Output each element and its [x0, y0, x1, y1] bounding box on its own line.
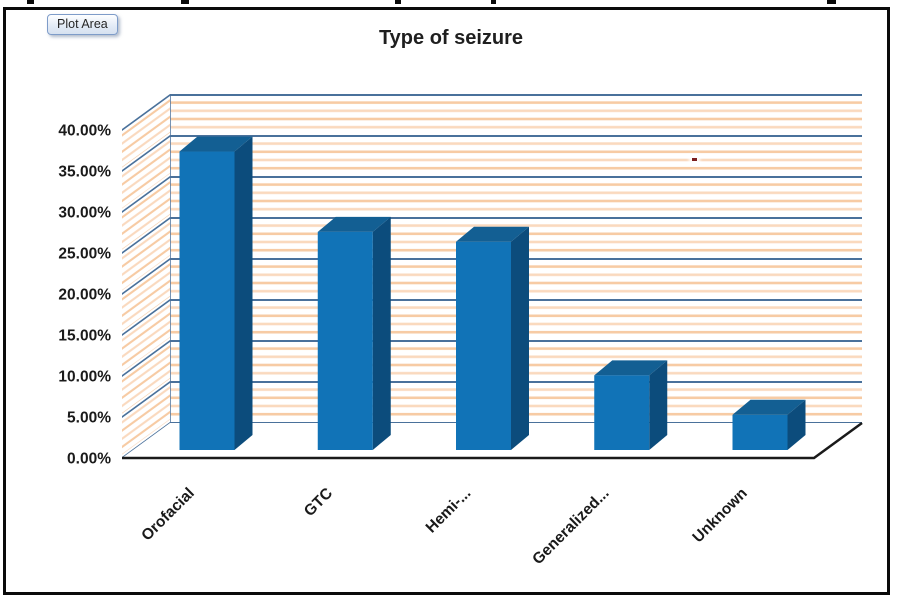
bar-front-face: [456, 241, 511, 450]
cropped-text-fragment: [181, 0, 189, 4]
x-category-label[interactable]: Unknown: [689, 485, 750, 546]
x-axis[interactable]: Orofacial GTC Hemi-... Generalized... Unknow…: [138, 485, 751, 568]
y-tick-label[interactable]: 30.00%: [58, 205, 111, 222]
y-tick-label[interactable]: 0.00%: [67, 451, 111, 468]
x-category-label[interactable]: Generalized...: [529, 485, 612, 568]
bar-side-face: [372, 216, 391, 450]
side-wall-gridline: [122, 380, 170, 418]
bar-top-face: [317, 216, 391, 232]
cropped-text-fragment: [395, 0, 401, 4]
y-tick-label[interactable]: 10.00%: [58, 369, 111, 386]
cropped-text-fragment: [491, 0, 496, 4]
side-wall-gridline: [122, 175, 170, 213]
cropped-text-fragment: [827, 0, 836, 4]
y-tick-label[interactable]: 25.00%: [58, 246, 111, 263]
bar-side-face: [511, 226, 529, 450]
bar-gtc[interactable]: [317, 216, 391, 450]
side-wall-gridline: [122, 421, 170, 459]
x-category-label[interactable]: Hemi-...: [423, 485, 475, 537]
bar-front-face: [732, 414, 788, 450]
cropped-text-fragment: [27, 0, 34, 4]
chart-title[interactable]: Type of seizure: [379, 27, 523, 49]
side-wall-gridline: [122, 257, 170, 295]
bar-front-face: [317, 231, 373, 450]
x-axis-line: [122, 421, 863, 460]
y-axis[interactable]: 0.00% 5.00% 10.00% 15.00% 20.00% 25.00% 30.00%…: [58, 123, 111, 468]
y-tick-label[interactable]: 15.00%: [58, 328, 111, 345]
y-tick-label[interactable]: 40.00%: [58, 123, 111, 140]
side-wall-gridline: [122, 93, 170, 131]
bar-hemi[interactable]: [456, 226, 529, 450]
bar-side-face: [649, 360, 668, 450]
bar-front-face: [179, 151, 235, 450]
bar-top-face: [179, 136, 253, 152]
plot-area-side-wall[interactable]: [122, 91, 170, 462]
side-wall-gridline: [122, 298, 170, 336]
x-category-label[interactable]: Orofacial: [138, 485, 198, 545]
y-tick-label[interactable]: 20.00%: [58, 287, 111, 304]
bar-top-face: [594, 360, 668, 376]
bar-series[interactable]: [179, 136, 806, 450]
bar-top-face: [732, 399, 806, 415]
y-tick-label[interactable]: 5.00%: [67, 410, 111, 427]
bar-unknown[interactable]: [732, 399, 806, 450]
side-wall-gridline: [122, 134, 170, 172]
bar-side-face: [234, 136, 253, 450]
side-wall-gridline: [122, 339, 170, 377]
bar-front-face: [594, 375, 650, 450]
plot-area-tooltip: Plot Area: [47, 14, 118, 35]
bar-generalized[interactable]: [594, 360, 668, 450]
y-tick-label[interactable]: 35.00%: [58, 164, 111, 181]
artifact-speck: [692, 158, 697, 161]
bar-orofacial[interactable]: [179, 136, 253, 450]
x-category-label[interactable]: GTC: [301, 485, 336, 520]
bar-side-face: [787, 399, 806, 450]
side-wall-gridline: [122, 216, 170, 254]
bar-top-face: [456, 226, 529, 242]
